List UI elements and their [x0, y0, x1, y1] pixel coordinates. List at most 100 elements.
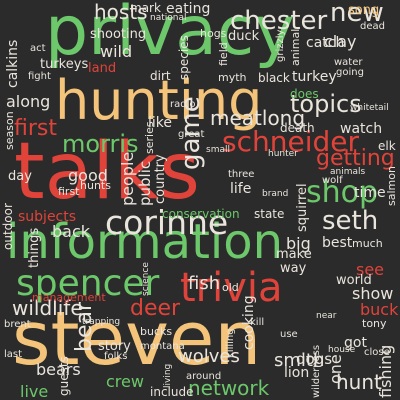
word-spencer: spencer — [16, 263, 160, 304]
word-fight: fight — [28, 71, 51, 82]
word-catch: catch — [306, 35, 345, 51]
word-hunts: hunts — [80, 179, 111, 192]
word-first-2: first — [58, 185, 80, 198]
word-salmon: salmon — [385, 166, 398, 206]
word-great: great — [178, 129, 205, 140]
word-management: management — [32, 291, 106, 304]
word-hosts: hosts — [94, 0, 148, 24]
word-whitetail: whitetail — [350, 103, 389, 113]
word-got: got — [344, 335, 367, 351]
word-like: like — [148, 115, 173, 131]
word-seth: seth — [322, 206, 379, 236]
word-turkey: turkey — [292, 69, 337, 85]
word-does: does — [290, 87, 319, 101]
word-shop: shop — [306, 175, 379, 210]
word-dogs: dogs — [296, 350, 333, 368]
word-duck: duck — [228, 29, 260, 44]
word-state: state — [254, 207, 285, 221]
word-last: last — [4, 349, 23, 360]
word-hunting: hunting — [55, 69, 263, 132]
word-back: back — [52, 222, 91, 241]
word-animal: animal — [289, 28, 302, 66]
word-wilderness: wilderness — [311, 344, 322, 398]
word-around: around — [186, 371, 222, 382]
word-buck: buck — [360, 300, 399, 319]
word-myth: myth — [218, 71, 247, 84]
word-country: country — [153, 154, 168, 204]
word-science: science — [141, 262, 151, 296]
word-hogs: hogs — [200, 27, 227, 40]
word-species: species — [177, 35, 191, 80]
word-shooting: shooting — [90, 27, 147, 42]
word-folks: folks — [104, 351, 128, 362]
word-water: water — [334, 57, 363, 68]
word-way: way — [280, 261, 307, 276]
word-trivia: trivia — [180, 265, 283, 311]
word-series: series — [143, 121, 156, 154]
word-turkeys: turkeys — [40, 57, 89, 72]
word-wildlife: wildlife — [12, 296, 83, 320]
word-topics: topics — [290, 90, 362, 118]
word-live: live — [20, 382, 49, 400]
word-house: house — [328, 345, 356, 355]
word-morris: morris — [62, 130, 139, 158]
word-privacy: privacy — [45, 0, 295, 71]
word-big: big — [286, 234, 311, 253]
word-public: public — [136, 160, 154, 206]
word-hunter: hunter — [268, 149, 298, 159]
word-close: close — [364, 347, 390, 358]
word-bears: bears — [36, 360, 81, 379]
word-life: life — [230, 181, 252, 197]
word-story: story — [98, 339, 131, 354]
word-world: world — [336, 273, 372, 288]
word-bucks: bucks — [140, 325, 173, 338]
word-trapping: trapping — [82, 317, 121, 327]
word-people: people — [118, 151, 137, 206]
word-brent: brent — [4, 319, 31, 330]
word-wolf: wolf — [322, 175, 343, 186]
word-small: small — [206, 145, 230, 155]
word-day: day — [8, 169, 32, 184]
word-fish: fish — [188, 273, 221, 294]
word-wild: wild — [100, 42, 133, 61]
word-subjects: subjects — [18, 209, 77, 225]
word-show: show — [352, 284, 394, 303]
word-use: use — [280, 329, 298, 340]
word-black: black — [258, 71, 290, 85]
word-getting: getting — [316, 146, 395, 171]
word-dead: dead — [360, 21, 385, 32]
word-hunt: hunt — [336, 370, 382, 394]
word-meatlong: meatlong — [210, 106, 306, 130]
word-land: land — [88, 61, 117, 76]
word-see: see — [356, 260, 385, 279]
word-conservation: conservation — [162, 207, 240, 221]
word-things: things — [27, 227, 42, 268]
word-eating: eating — [166, 1, 211, 17]
word-good: good — [68, 166, 108, 185]
word-smith: smith — [274, 350, 325, 371]
word-mark: mark — [130, 1, 161, 15]
word-lion: lion — [284, 365, 310, 381]
word-network: network — [188, 376, 270, 400]
word-watch: watch — [340, 121, 383, 137]
word-wolves: wolves — [178, 346, 240, 367]
word-act: act — [30, 43, 46, 54]
word-along: along — [6, 92, 51, 111]
word-song: song — [348, 3, 380, 18]
word-radio: radio — [170, 99, 196, 110]
word-grizzly: grizzly — [275, 29, 286, 62]
word-living: living — [163, 363, 173, 388]
word-schneider: schneider — [222, 125, 359, 158]
word-chester: chester — [230, 6, 328, 36]
word-information: information — [6, 214, 284, 270]
word-make: make — [276, 247, 312, 262]
word-clay: clay — [324, 32, 357, 51]
word-killing: killing — [225, 328, 236, 358]
word-elk: elk — [378, 139, 396, 153]
word-time: time — [354, 185, 386, 201]
word-kill: kill — [250, 317, 265, 328]
word-montana: montana — [140, 341, 185, 352]
word-deer: deer — [130, 296, 181, 321]
word-outdoor: outdoor — [1, 203, 15, 250]
